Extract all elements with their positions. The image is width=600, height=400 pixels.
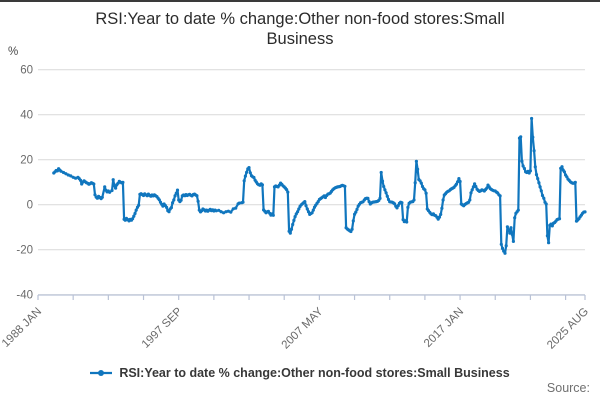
x-tick-label: 2017 JAN [422, 306, 466, 350]
y-tick-label: 20 [20, 155, 33, 167]
chart-title-line2: Business [266, 30, 334, 48]
y-axis-unit-label: % [8, 46, 19, 58]
y-tick-label: -20 [16, 245, 33, 257]
chart-title-line1: RSI:Year to date % change:Other non-food… [95, 10, 505, 28]
x-tick-label: 1988 JAN [0, 306, 44, 350]
x-tick-label: 2025 AUG [545, 306, 591, 352]
y-tick-label: 0 [27, 200, 33, 212]
series-points [52, 116, 587, 255]
y-tick-label: 40 [20, 110, 33, 122]
chart-title: RSI:Year to date % change:Other non-food… [0, 9, 600, 49]
y-tick-label: -40 [16, 290, 33, 302]
legend[interactable]: RSI:Year to date % change:Other non-food… [0, 364, 600, 382]
chart-plot-area: 60 40 20 0 -20 -40 1988 JAN 1997 SEP 2007 MAY 201… [0, 65, 591, 352]
y-tick-label: 60 [20, 65, 33, 77]
source-label: Source: [546, 381, 590, 395]
legend-label: RSI:Year to date % change:Other non-food… [119, 366, 510, 380]
legend-line-marker-icon [90, 370, 113, 376]
series-line [52, 117, 587, 255]
x-tick-label: 2007 MAY [280, 305, 326, 351]
x-tick-label: 1997 SEP [140, 305, 185, 350]
